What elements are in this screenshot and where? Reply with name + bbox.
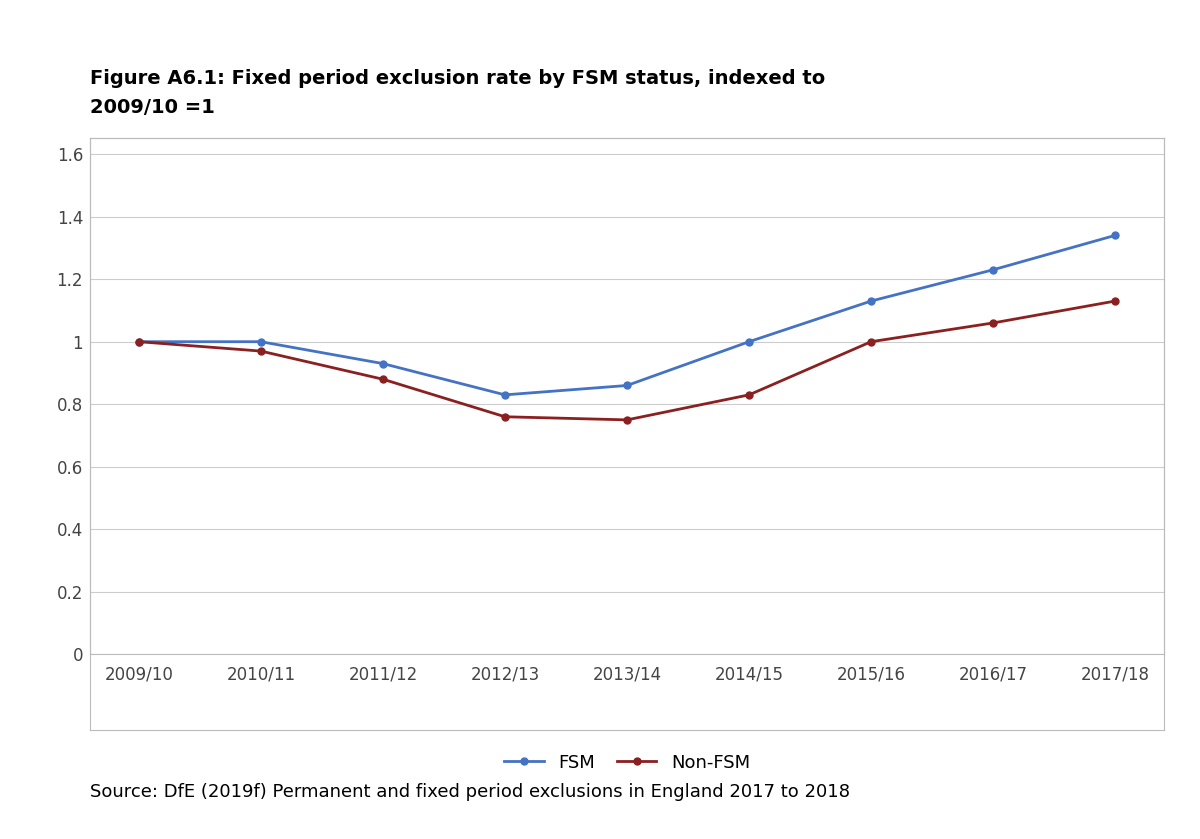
- FSM: [742, 336, 756, 347]
- Non-FSM: [253, 346, 268, 356]
- Non-FSM: [864, 336, 878, 347]
- FSM: [498, 390, 512, 400]
- Text: 2009/10 =1: 2009/10 =1: [90, 98, 215, 117]
- FSM: [253, 336, 268, 347]
- FSM: [620, 380, 635, 390]
- Non-FSM: [620, 414, 635, 425]
- Text: Source: DfE (2019f) Permanent and fixed period exclusions in England 2017 to 201: Source: DfE (2019f) Permanent and fixed …: [90, 784, 850, 801]
- Non-FSM: [498, 412, 512, 422]
- FSM: [1108, 231, 1122, 241]
- Non-FSM: [742, 390, 756, 400]
- Line: FSM: FSM: [136, 232, 1118, 399]
- Non-FSM: [132, 336, 146, 347]
- FSM: [132, 336, 146, 347]
- Line: Non-FSM: Non-FSM: [136, 298, 1118, 424]
- Non-FSM: [986, 318, 1001, 328]
- Non-FSM: [376, 374, 390, 384]
- Text: Figure A6.1: Fixed period exclusion rate by FSM status, indexed to: Figure A6.1: Fixed period exclusion rate…: [90, 69, 826, 88]
- FSM: [864, 296, 878, 306]
- Non-FSM: [1108, 296, 1122, 306]
- FSM: [986, 265, 1001, 275]
- FSM: [376, 358, 390, 368]
- Legend: FSM, Non-FSM: FSM, Non-FSM: [504, 753, 750, 772]
